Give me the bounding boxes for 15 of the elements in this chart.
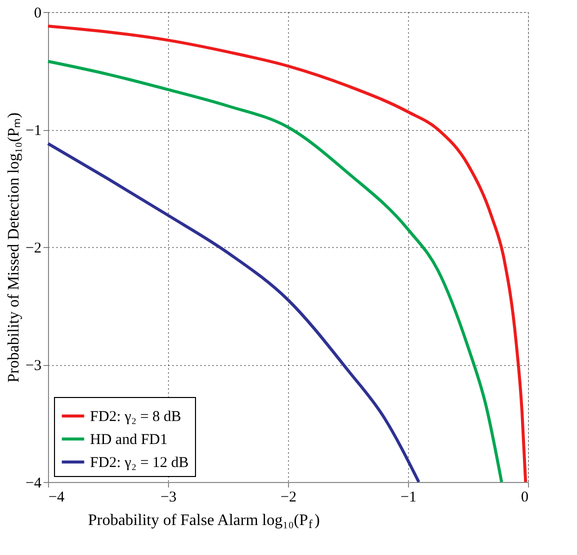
y-axis-title: Probability of Missed Detection log₁₀(Pₘ) [6, 112, 23, 383]
legend-label: FD2: γ₂ = 12 dB [90, 455, 189, 471]
x-tick-label: 0 [521, 490, 528, 506]
x-tick-label: −4 [48, 490, 65, 506]
y-tick-label: −2 [26, 240, 42, 256]
y-tick-label: 0 [34, 6, 42, 22]
y-tick-label: −3 [26, 358, 42, 374]
y-tick-label: −1 [26, 123, 42, 139]
legend-label: HD and FD1 [90, 432, 168, 448]
legend-label: FD2: γ₂ = 8 dB [90, 409, 182, 425]
x-tick-label: −1 [400, 490, 416, 506]
line-series [46, 142, 420, 484]
y-tick-label: −4 [26, 476, 42, 492]
x-tick-label: −2 [280, 490, 296, 506]
x-tick-label: −3 [160, 490, 176, 506]
